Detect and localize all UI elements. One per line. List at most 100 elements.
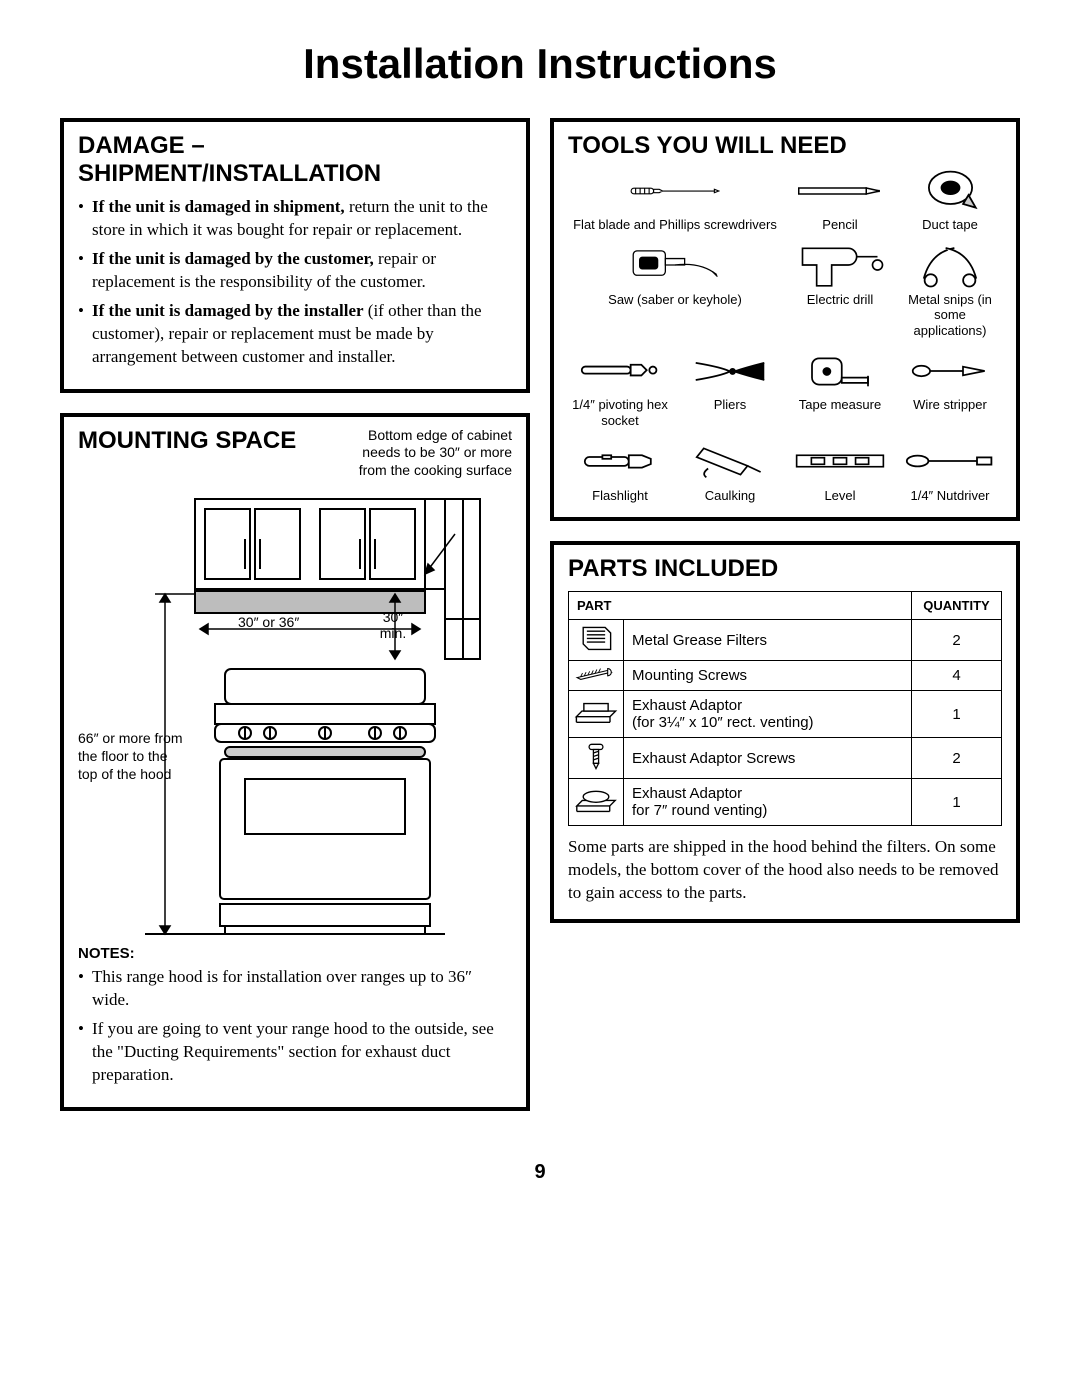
mounting-note-item: This range hood is for installation over… (78, 966, 512, 1012)
part-sub: for 7″ round venting) (632, 802, 767, 819)
damage-list: If the unit is damaged in shipment, retu… (78, 196, 512, 369)
notes-heading: NOTES: (78, 945, 512, 962)
page-number: 9 (60, 1161, 1020, 1184)
tool-item: Metal snips (in some applications) (898, 243, 1002, 339)
clearance-label: 30″ min. (368, 609, 418, 641)
parts-box: PARTS INCLUDED PART QUANTITY Metal Greas… (550, 541, 1020, 923)
tool-item: Flashlight (568, 439, 672, 504)
tool-item: Wire stripper (898, 348, 1002, 428)
tools-box: TOOLS YOU WILL NEED Flat blade and Phill… (550, 118, 1020, 521)
height-label: 66″ or more from the floor to the top of… (78, 729, 188, 784)
tool-item: Saw (saber or keyhole) (568, 243, 782, 339)
parts-cell-qty: 4 (912, 661, 1002, 691)
tool-label: Flat blade and Phillips screwdrivers (573, 217, 777, 233)
hex-socket-icon (575, 348, 665, 393)
parts-cell-name: Metal Grease Filters (624, 620, 912, 661)
damage-item-bold: If the unit is damaged by the customer, (92, 249, 374, 268)
mounting-box: MOUNTING SPACE Bottom edge of cabinet ne… (60, 413, 530, 1111)
level-icon (795, 439, 885, 484)
tool-item: Pencil (788, 168, 892, 233)
tools-title: TOOLS YOU WILL NEED (568, 132, 1002, 160)
parts-cell-name: Exhaust Adaptor(for 3¼″ x 10″ rect. vent… (624, 691, 912, 738)
mounting-note-item: If you are going to vent your range hood… (78, 1018, 512, 1087)
parts-title: PARTS INCLUDED (568, 555, 1002, 583)
parts-cell-qty: 1 (912, 691, 1002, 738)
parts-header-part: PART (569, 592, 912, 620)
tool-label: Caulking (705, 488, 756, 504)
pencil-icon (795, 168, 885, 213)
mounting-diagram: 30″ or 36″ 30″ min. 66″ or more from the… (78, 479, 512, 939)
parts-cell-name: Exhaust Adaptor Screws (624, 738, 912, 779)
nutdriver-icon (905, 439, 995, 484)
damage-item: If the unit is damaged in shipment, retu… (78, 196, 512, 242)
damage-box: DAMAGE – SHIPMENT/INSTALLATION If the un… (60, 118, 530, 393)
left-column: DAMAGE – SHIPMENT/INSTALLATION If the un… (60, 118, 530, 1131)
tool-label: Metal snips (in some applications) (898, 292, 1002, 339)
parts-table: PART QUANTITY Metal Grease Filters 2 Mou… (568, 591, 1002, 826)
damage-item-bold: If the unit is damaged in shipment, (92, 197, 345, 216)
tape-measure-icon (795, 348, 885, 393)
mounting-header: MOUNTING SPACE Bottom edge of cabinet ne… (78, 427, 512, 480)
tool-label: 1/4″ Nutdriver (910, 488, 989, 504)
cabinet-note: Bottom edge of cabinet needs to be 30″ o… (332, 427, 512, 480)
wire-stripper-icon (905, 348, 995, 393)
caulking-icon (685, 439, 775, 484)
mounting-title: MOUNTING SPACE (78, 427, 296, 455)
parts-row: Metal Grease Filters 2 (569, 620, 1002, 661)
part-name: Exhaust Adaptor (632, 697, 742, 714)
small-screw-icon (569, 738, 624, 779)
tool-item: Caulking (678, 439, 782, 504)
tool-item: Level (788, 439, 892, 504)
screw-icon (569, 661, 624, 691)
tool-label: Tape measure (799, 397, 881, 413)
pliers-icon (685, 348, 775, 393)
parts-cell-name: Exhaust Adaptorfor 7″ round venting) (624, 779, 912, 826)
tool-label: Saw (saber or keyhole) (608, 292, 742, 308)
parts-cell-name: Mounting Screws (624, 661, 912, 691)
tool-label: Duct tape (922, 217, 978, 233)
parts-cell-qty: 2 (912, 738, 1002, 779)
parts-header-qty: QUANTITY (912, 592, 1002, 620)
parts-row: Mounting Screws 4 (569, 661, 1002, 691)
page-title: Installation Instructions (60, 40, 1020, 88)
duct-tape-icon (905, 168, 995, 213)
tool-label: Pliers (714, 397, 747, 413)
damage-title: DAMAGE – SHIPMENT/INSTALLATION (78, 132, 512, 188)
rect-adaptor-icon (569, 691, 624, 738)
parts-cell-qty: 1 (912, 779, 1002, 826)
tool-label: Level (824, 488, 855, 504)
snips-icon (905, 243, 995, 288)
tool-label: Pencil (822, 217, 857, 233)
round-adaptor-icon (569, 779, 624, 826)
part-sub: (for 3¼″ x 10″ rect. venting) (632, 714, 814, 731)
damage-item: If the unit is damaged by the customer, … (78, 248, 512, 294)
mounting-notes-list: This range hood is for installation over… (78, 966, 512, 1087)
tool-label: Electric drill (807, 292, 873, 308)
tool-item: 1/4″ pivoting hex socket (568, 348, 672, 428)
parts-row: Exhaust Adaptorfor 7″ round venting) 1 (569, 779, 1002, 826)
parts-header-row: PART QUANTITY (569, 592, 1002, 620)
tool-item: Pliers (678, 348, 782, 428)
part-name: Exhaust Adaptor (632, 785, 742, 802)
tool-item: Flat blade and Phillips screwdrivers (568, 168, 782, 233)
damage-item-bold: If the unit is damaged by the installer (92, 301, 364, 320)
range-diagram-svg (78, 479, 512, 939)
parts-row: Exhaust Adaptor Screws 2 (569, 738, 1002, 779)
right-column: TOOLS YOU WILL NEED Flat blade and Phill… (550, 118, 1020, 1131)
tool-item: Electric drill (788, 243, 892, 339)
tool-item: Duct tape (898, 168, 1002, 233)
saw-icon (630, 243, 720, 288)
parts-row: Exhaust Adaptor(for 3¼″ x 10″ rect. vent… (569, 691, 1002, 738)
drill-icon (795, 243, 885, 288)
parts-note: Some parts are shipped in the hood behin… (568, 836, 1002, 905)
tool-item: 1/4″ Nutdriver (898, 439, 1002, 504)
columns: DAMAGE – SHIPMENT/INSTALLATION If the un… (60, 118, 1020, 1131)
screwdriver-icon (630, 168, 720, 213)
parts-cell-qty: 2 (912, 620, 1002, 661)
tool-item: Tape measure (788, 348, 892, 428)
tools-grid: Flat blade and Phillips screwdrivers Pen… (568, 168, 1002, 503)
tool-label: Flashlight (592, 488, 648, 504)
width-label: 30″ or 36″ (238, 614, 299, 630)
page: Installation Instructions DAMAGE – SHIPM… (0, 0, 1080, 1224)
flashlight-icon (575, 439, 665, 484)
